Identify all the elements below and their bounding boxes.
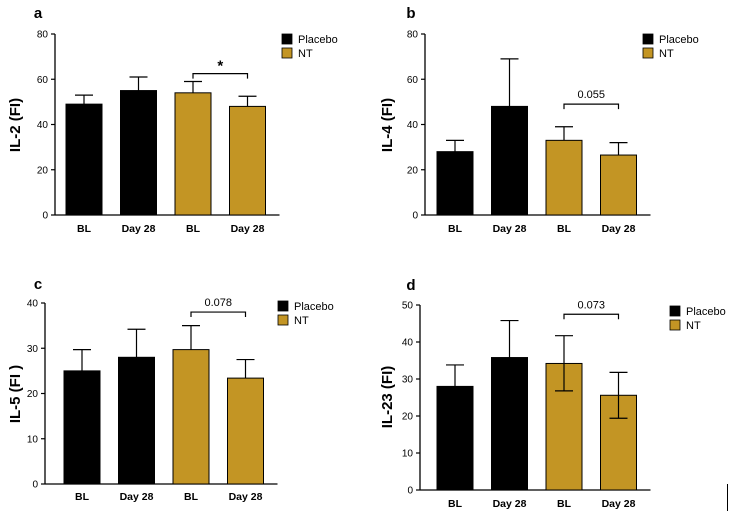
y-tick-label: 0 bbox=[32, 480, 38, 491]
x-tick-label: Day 28 bbox=[602, 223, 636, 235]
significance-bracket bbox=[192, 72, 249, 79]
bar-placebo-1 bbox=[120, 90, 157, 216]
bar-placebo-1 bbox=[491, 105, 528, 216]
legend-label-nt: NT bbox=[298, 48, 313, 60]
chart-panel-a: a IL-2 (FI) 0 20 40 60 80 BL Day 28 BL Day 28 * Plac… bbox=[7, 5, 338, 235]
significance-label: 0.073 bbox=[577, 299, 605, 311]
chart-panel-d: d IL-23 (FI) 0 10 20 30 40 50 BL Day 28 BL Day 28 0.… bbox=[379, 277, 726, 510]
y-axis-title: IL-23 (FI) bbox=[379, 366, 396, 429]
legend-swatch-placebo bbox=[669, 305, 681, 317]
legend-label-placebo: Placebo bbox=[298, 34, 338, 46]
y-tick-label: 40 bbox=[402, 338, 414, 349]
x-tick-label: BL bbox=[77, 223, 92, 235]
y-tick-label: 10 bbox=[402, 449, 414, 460]
y-tick-label: 20 bbox=[27, 389, 39, 400]
legend-swatch-placebo bbox=[642, 33, 654, 45]
y-tick-label: 0 bbox=[42, 211, 48, 222]
panel-label: a bbox=[34, 5, 43, 22]
legend-swatch-placebo bbox=[281, 33, 293, 45]
significance-label: 0.055 bbox=[577, 89, 605, 101]
bar-placebo-0 bbox=[63, 370, 101, 485]
y-tick-label: 20 bbox=[402, 412, 414, 423]
y-tick-label: 20 bbox=[37, 165, 49, 176]
significance-label: 0.078 bbox=[204, 297, 232, 309]
y-axis-title: IL-4 (FI) bbox=[379, 98, 396, 152]
x-tick-label: Day 28 bbox=[231, 223, 265, 235]
legend-label-nt: NT bbox=[294, 315, 309, 327]
significance-bracket bbox=[190, 311, 247, 318]
y-tick-label: 40 bbox=[37, 120, 49, 131]
bar-nt-3 bbox=[227, 377, 264, 485]
x-tick-label: Day 28 bbox=[122, 223, 156, 235]
y-tick-label: 20 bbox=[407, 165, 419, 176]
edge-mark bbox=[727, 484, 728, 511]
x-tick-label: BL bbox=[557, 498, 572, 510]
significance-label: * bbox=[217, 58, 223, 75]
x-tick-label: BL bbox=[186, 223, 201, 235]
bar-placebo-1 bbox=[118, 356, 155, 485]
bar-nt-3 bbox=[600, 154, 637, 216]
bar-nt-3 bbox=[229, 105, 266, 216]
y-tick-label: 60 bbox=[407, 75, 419, 86]
y-tick-label: 40 bbox=[27, 299, 39, 310]
y-tick-label: 30 bbox=[402, 375, 414, 386]
y-tick-label: 40 bbox=[407, 120, 419, 131]
legend-swatch-nt bbox=[669, 319, 681, 331]
x-tick-label: BL bbox=[184, 491, 199, 503]
legend-swatch-nt bbox=[277, 314, 289, 326]
legend-label-placebo: Placebo bbox=[294, 301, 334, 313]
legend-label-nt: NT bbox=[686, 320, 701, 332]
x-tick-label: Day 28 bbox=[602, 498, 636, 510]
bar-placebo-0 bbox=[65, 103, 103, 216]
legend-label-placebo: Placebo bbox=[686, 306, 726, 318]
significance-bracket bbox=[563, 103, 620, 110]
y-tick-label: 80 bbox=[407, 30, 419, 41]
y-tick-label: 50 bbox=[402, 301, 414, 312]
x-tick-label: BL bbox=[448, 223, 463, 235]
chart-panel-c: c IL-5 (FI ) 0 10 20 30 40 BL Day 28 BL Day 28 0.07… bbox=[7, 276, 334, 503]
x-tick-label: Day 28 bbox=[493, 498, 527, 510]
x-tick-label: Day 28 bbox=[120, 491, 154, 503]
legend-label-placebo: Placebo bbox=[659, 34, 699, 46]
bar-placebo-1 bbox=[491, 357, 528, 491]
legend-swatch-placebo bbox=[277, 300, 289, 312]
y-tick-label: 80 bbox=[37, 30, 49, 41]
panel-label: d bbox=[406, 277, 415, 294]
panel-label: c bbox=[34, 276, 42, 293]
bar-nt-2 bbox=[172, 349, 210, 485]
x-tick-label: BL bbox=[75, 491, 90, 503]
x-tick-label: BL bbox=[448, 498, 463, 510]
significance-bracket bbox=[563, 313, 620, 320]
legend-swatch-nt bbox=[281, 47, 293, 59]
bar-placebo-0 bbox=[436, 385, 474, 491]
y-tick-label: 30 bbox=[27, 344, 39, 355]
bar-nt-2 bbox=[545, 139, 583, 216]
panel-label: b bbox=[406, 5, 415, 22]
y-axis-title: IL-2 (FI) bbox=[7, 98, 24, 152]
y-axis-title: IL-5 (FI ) bbox=[7, 365, 24, 423]
bar-placebo-0 bbox=[436, 151, 474, 216]
x-tick-label: Day 28 bbox=[493, 223, 527, 235]
legend-swatch-nt bbox=[642, 47, 654, 59]
y-tick-label: 0 bbox=[412, 211, 418, 222]
chart-panel-b: b IL-4 (FI) 0 20 40 60 80 BL Day 28 BL Day 28 0.055… bbox=[379, 5, 699, 235]
x-tick-label: BL bbox=[557, 223, 572, 235]
x-tick-label: Day 28 bbox=[229, 491, 263, 503]
bar-nt-2 bbox=[174, 92, 212, 216]
legend-label-nt: NT bbox=[659, 48, 674, 60]
y-tick-label: 10 bbox=[27, 434, 39, 445]
y-tick-label: 60 bbox=[37, 75, 49, 86]
y-tick-label: 0 bbox=[407, 486, 413, 497]
